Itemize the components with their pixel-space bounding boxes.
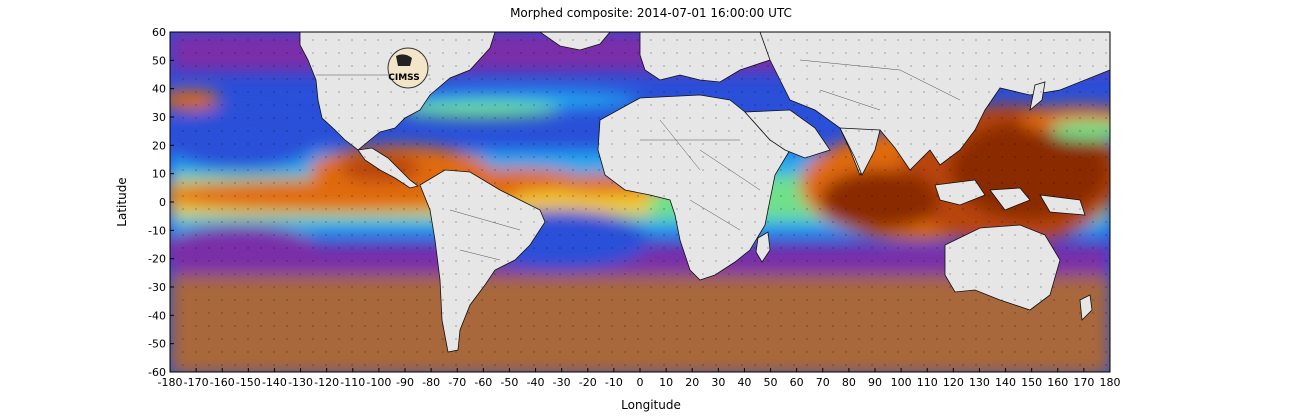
x-tick-label: 80 [842,376,856,389]
y-tick-label: 20 [152,139,166,152]
x-tick-label: -80 [422,376,440,389]
y-tick-label: -60 [148,366,166,379]
y-axis: 60 50 40 30 20 10 0 -10 -20 -30 -40 -50 -60 [148,26,174,379]
x-tick-label: -130 [288,376,313,389]
x-tick-label: -60 [474,376,492,389]
y-tick-label: 50 [152,54,166,67]
x-tick-label: -180 [158,376,183,389]
x-tick-label: 150 [1021,376,1042,389]
y-tick-label: 10 [152,168,166,181]
x-tick-label: 60 [790,376,804,389]
x-tick-label: -170 [184,376,209,389]
x-tick-label: 140 [995,376,1016,389]
x-tick-label: 0 [637,376,644,389]
x-tick-label: 50 [764,376,778,389]
y-tick-label: 60 [152,26,166,39]
x-tick-label: 180 [1100,376,1121,389]
x-tick-label: -90 [396,376,414,389]
x-tick-label: -20 [579,376,597,389]
x-axis: -180 -170 -160 -150 -140 -130 -120 -110 -100 -90-… [158,368,1121,389]
x-tick-label: -40 [527,376,545,389]
y-tick-label: -20 [148,253,166,266]
y-tick-label: -50 [148,338,166,351]
x-tick-label: 110 [917,376,938,389]
x-tick-label: -30 [553,376,571,389]
x-tick-label: -160 [210,376,235,389]
x-tick-label: 20 [685,376,699,389]
x-tick-label: -100 [366,376,391,389]
y-tick-label: -10 [148,224,166,237]
moisture-field [170,32,1110,372]
chart-title: Morphed composite: 2014-07-01 16:00:00 U… [510,6,792,20]
x-tick-label: -70 [448,376,466,389]
cimss-logo: CIMSS [387,47,429,89]
x-tick-label: 170 [1073,376,1094,389]
x-tick-label: -50 [500,376,518,389]
y-axis-label: Latitude [115,177,129,227]
x-tick-label: -140 [262,376,287,389]
x-tick-label: -10 [605,376,623,389]
x-tick-label: 160 [1047,376,1068,389]
y-tick-label: 40 [152,83,166,96]
x-tick-label: 120 [943,376,964,389]
y-tick-label: -40 [148,309,166,322]
x-tick-label: 100 [891,376,912,389]
x-tick-label: 70 [816,376,830,389]
x-tick-label: 90 [868,376,882,389]
y-tick-label: -30 [148,281,166,294]
y-tick-label: 0 [159,196,166,209]
x-tick-label: -120 [314,376,339,389]
x-tick-label: 30 [711,376,725,389]
logo-text: CIMSS [388,73,419,83]
x-tick-label: 130 [969,376,990,389]
x-axis-label: Longitude [621,398,681,412]
x-tick-label: -150 [236,376,261,389]
x-tick-label: 10 [659,376,673,389]
x-tick-label: 40 [737,376,751,389]
y-tick-label: 30 [152,111,166,124]
x-tick-label: -110 [340,376,365,389]
